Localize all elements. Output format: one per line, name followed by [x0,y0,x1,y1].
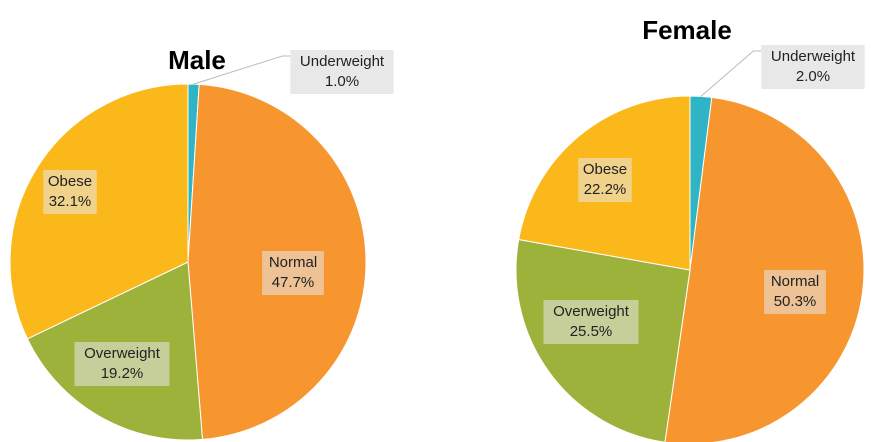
label-box [74,342,170,386]
value-label: 1.0% [325,73,359,90]
category-label: Underweight [771,48,856,65]
chart-title: Female [642,15,732,45]
value-label: 25.5% [570,323,613,340]
pie-slice [9,83,189,340]
value-label: 32.1% [49,193,92,210]
pie-slice [664,96,865,442]
label-box [578,158,632,202]
leader-line [193,55,291,85]
label-box [764,270,826,314]
chart-title: Male [168,45,226,75]
category-label: Underweight [300,53,385,70]
label-box [262,251,324,295]
category-label: Overweight [553,303,630,320]
value-label: 47.7% [272,274,315,291]
category-label: Normal [269,254,317,271]
leader-line [700,50,762,97]
label-box [543,300,639,344]
label-box [43,170,97,214]
label-box [290,50,394,94]
category-label: Overweight [84,345,161,362]
label-box [761,45,865,89]
value-label: 50.3% [774,293,817,310]
value-label: 2.0% [796,68,830,85]
value-label: 22.2% [584,181,627,198]
category-label: Obese [583,161,627,178]
category-label: Normal [771,273,819,290]
category-label: Obese [48,173,92,190]
value-label: 19.2% [101,365,144,382]
